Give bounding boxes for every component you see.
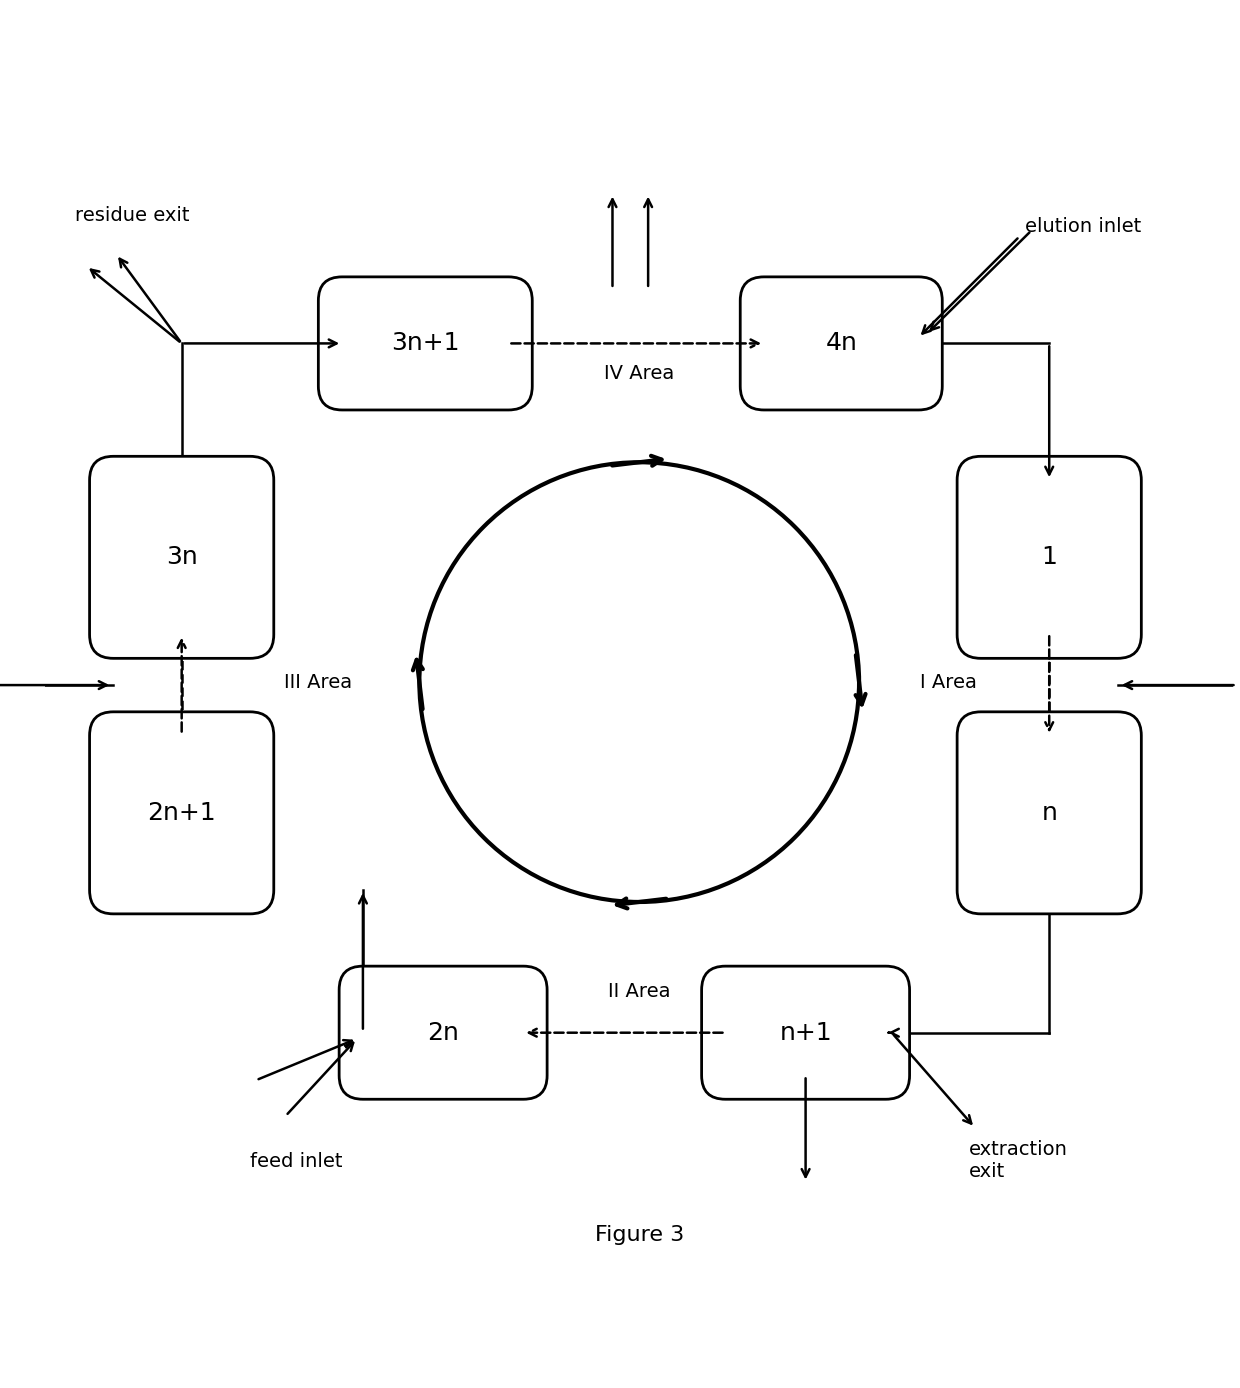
FancyBboxPatch shape (702, 966, 910, 1099)
Text: 1: 1 (1042, 545, 1058, 569)
Text: n+1: n+1 (779, 1020, 832, 1045)
Text: Figure 3: Figure 3 (595, 1224, 683, 1245)
Text: n: n (1042, 801, 1058, 824)
FancyBboxPatch shape (340, 966, 547, 1099)
Text: extraction
exit: extraction exit (968, 1140, 1068, 1181)
Text: 2n+1: 2n+1 (148, 801, 216, 824)
Text: 3n: 3n (166, 545, 197, 569)
Text: 2n: 2n (428, 1020, 459, 1045)
Text: residue exit: residue exit (74, 205, 190, 225)
FancyBboxPatch shape (89, 712, 274, 913)
Text: III Area: III Area (284, 673, 352, 691)
Text: IV Area: IV Area (604, 364, 675, 383)
FancyBboxPatch shape (319, 276, 532, 409)
Text: feed inlet: feed inlet (250, 1152, 342, 1170)
Text: elution inlet: elution inlet (1025, 218, 1142, 236)
FancyBboxPatch shape (89, 457, 274, 658)
FancyBboxPatch shape (740, 276, 942, 409)
FancyBboxPatch shape (957, 712, 1141, 913)
Text: 4n: 4n (826, 332, 857, 355)
Text: II Area: II Area (608, 981, 671, 1001)
FancyBboxPatch shape (957, 457, 1141, 658)
Text: I Area: I Area (920, 673, 977, 691)
Text: 3n+1: 3n+1 (391, 332, 460, 355)
